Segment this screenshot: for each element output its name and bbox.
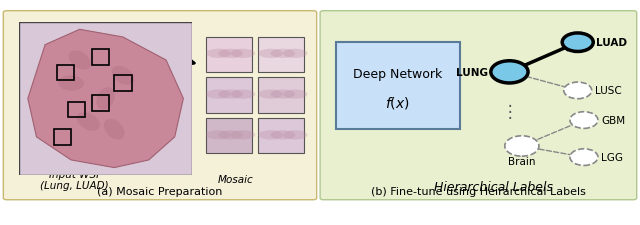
- Ellipse shape: [61, 73, 81, 94]
- FancyBboxPatch shape: [259, 38, 305, 72]
- Text: ⋮: ⋮: [501, 102, 518, 120]
- Ellipse shape: [259, 131, 283, 140]
- FancyBboxPatch shape: [259, 119, 305, 154]
- Ellipse shape: [283, 90, 307, 99]
- Ellipse shape: [93, 91, 118, 107]
- Ellipse shape: [283, 50, 307, 59]
- Ellipse shape: [76, 114, 100, 130]
- Bar: [68, 102, 85, 117]
- FancyBboxPatch shape: [206, 38, 252, 72]
- Ellipse shape: [206, 131, 230, 140]
- Bar: [57, 65, 74, 81]
- Ellipse shape: [259, 50, 283, 59]
- Ellipse shape: [218, 50, 243, 59]
- Circle shape: [570, 112, 598, 129]
- Text: (a) Mosaic Preparation: (a) Mosaic Preparation: [97, 186, 223, 196]
- Ellipse shape: [218, 90, 243, 99]
- Text: Mosaic: Mosaic: [218, 175, 253, 184]
- Bar: [92, 50, 109, 65]
- Text: (b) Fine-tune using Heirarchical Labels: (b) Fine-tune using Heirarchical Labels: [371, 186, 586, 196]
- Ellipse shape: [283, 131, 307, 140]
- Ellipse shape: [271, 50, 295, 59]
- FancyBboxPatch shape: [206, 119, 252, 154]
- Ellipse shape: [230, 131, 255, 140]
- Ellipse shape: [230, 90, 255, 99]
- Ellipse shape: [206, 90, 230, 99]
- Text: Hierarchical Labels: Hierarchical Labels: [435, 180, 554, 194]
- Text: LGG: LGG: [601, 152, 623, 162]
- Text: Brain: Brain: [508, 156, 536, 166]
- Ellipse shape: [206, 50, 230, 59]
- Bar: [54, 130, 71, 145]
- Polygon shape: [28, 30, 184, 168]
- FancyBboxPatch shape: [335, 43, 460, 130]
- Text: Input WSI
(Lung, LUAD): Input WSI (Lung, LUAD): [40, 169, 108, 190]
- FancyBboxPatch shape: [259, 78, 305, 113]
- Circle shape: [562, 34, 593, 52]
- Circle shape: [505, 136, 539, 157]
- FancyBboxPatch shape: [19, 22, 192, 176]
- Ellipse shape: [102, 121, 126, 139]
- Ellipse shape: [259, 90, 283, 99]
- Circle shape: [491, 61, 528, 84]
- Text: LUAD: LUAD: [596, 38, 627, 48]
- Ellipse shape: [113, 65, 132, 87]
- FancyBboxPatch shape: [206, 78, 252, 113]
- FancyBboxPatch shape: [3, 12, 317, 200]
- Ellipse shape: [230, 50, 255, 59]
- Text: GBM: GBM: [601, 115, 625, 126]
- Ellipse shape: [69, 50, 90, 71]
- FancyBboxPatch shape: [320, 12, 637, 200]
- Ellipse shape: [218, 131, 243, 140]
- Text: LUSC: LUSC: [595, 86, 621, 96]
- Text: Deep Network: Deep Network: [353, 68, 442, 81]
- Text: $f(x)$: $f(x)$: [385, 94, 410, 110]
- Ellipse shape: [271, 90, 295, 99]
- Bar: [115, 76, 132, 91]
- Ellipse shape: [271, 131, 295, 140]
- Circle shape: [570, 149, 598, 166]
- Text: LUNG: LUNG: [456, 68, 488, 78]
- Circle shape: [564, 83, 592, 99]
- Bar: [92, 96, 109, 111]
